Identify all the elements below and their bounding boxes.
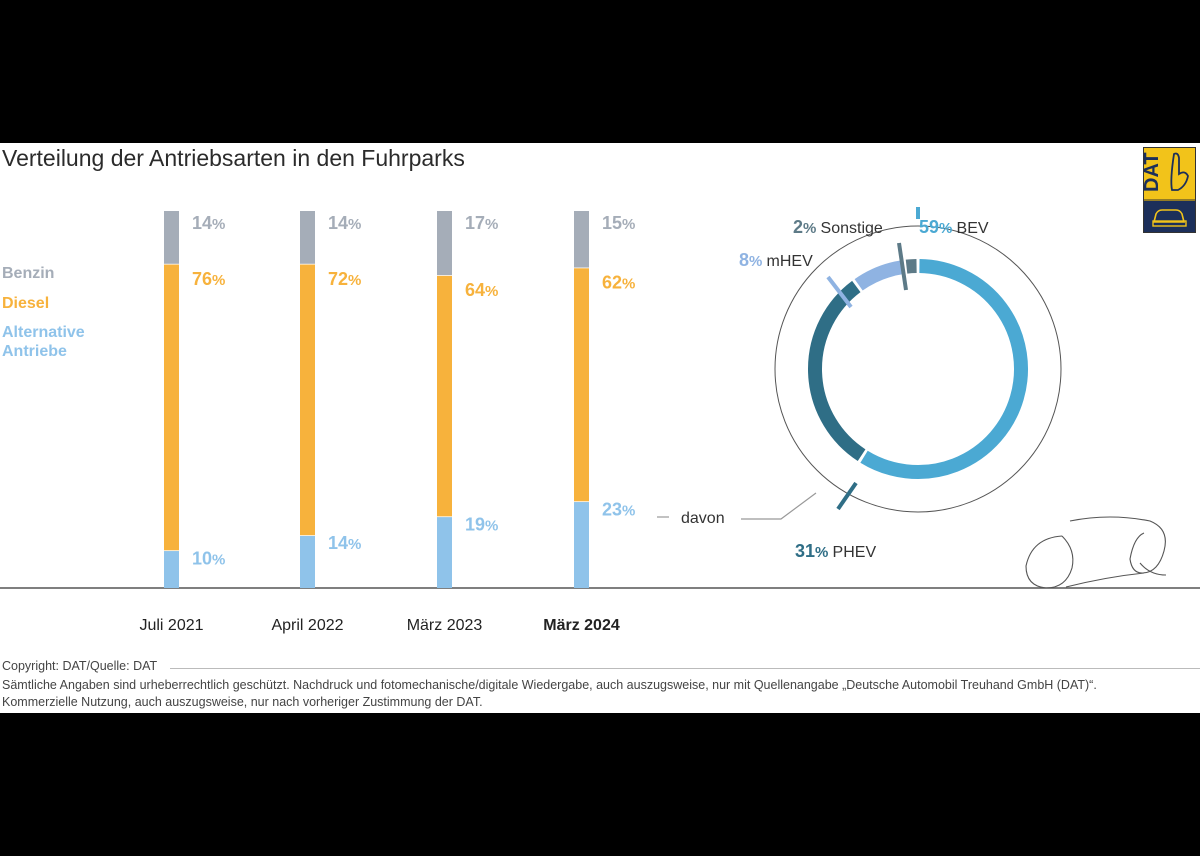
disclaimer-line-2: Kommerzielle Nutzung, auch auszugsweise,… xyxy=(2,695,483,709)
chart-panel: Verteilung der Antriebsarten in den Fuhr… xyxy=(0,143,1200,713)
category-label-2: März 2023 xyxy=(407,617,483,634)
bar-value-label-benzin-1: 14% xyxy=(328,213,361,233)
category-label-0: Juli 2021 xyxy=(139,617,203,634)
bar-value-label-benzin-3: 15% xyxy=(602,213,635,233)
bar-value-label-alternative-antriebe-0: 10% xyxy=(192,548,225,568)
category-label-1: April 2022 xyxy=(271,617,343,634)
donut-label-sonstige: 2% Sonstige xyxy=(793,217,883,237)
legend-diesel: Diesel xyxy=(2,295,50,312)
donut-outer-ring xyxy=(774,225,1062,513)
bar-segment-benzin-1 xyxy=(300,211,315,264)
copyright: Copyright: DAT/Quelle: DAT xyxy=(2,659,158,673)
bar-segment-diesel-3 xyxy=(574,267,589,502)
donut-leader-phev xyxy=(836,481,858,511)
bar-segment-diesel-0 xyxy=(164,263,179,551)
donut-slice-phev xyxy=(808,280,866,462)
bar-value-label-alternative-antriebe-2: 19% xyxy=(465,514,498,534)
bar-value-label-alternative-antriebe-3: 23% xyxy=(602,499,635,519)
davon-connector xyxy=(741,492,817,520)
bar-segment-alternative-antriebe-1 xyxy=(300,535,315,588)
donut-leader-sonstige xyxy=(897,242,908,291)
bar-value-label-benzin-2: 17% xyxy=(465,213,498,233)
donut-slice-mhev xyxy=(854,260,905,291)
legend-alternative: Alternative Antriebe xyxy=(2,324,85,360)
donut-leader-mhev xyxy=(826,275,853,309)
bar-value-label-alternative-antriebe-1: 14% xyxy=(328,533,361,553)
chart-title: Verteilung der Antriebsarten in den Fuhr… xyxy=(2,145,465,171)
footer-divider xyxy=(170,668,1200,669)
bar-value-label-diesel-2: 64% xyxy=(465,280,498,300)
bar-segment-diesel-2 xyxy=(437,275,452,517)
bar-segment-diesel-1 xyxy=(300,263,315,536)
chart-svg: 10% 76% 14% Juli 2021 14% 72% 14% April 2022 19%… xyxy=(0,207,1200,634)
donut-slice-sonstige xyxy=(905,259,917,274)
donut-label-bev: 59% BEV xyxy=(919,217,989,237)
donut-slice-bev xyxy=(860,259,1028,479)
bar-segment-benzin-3 xyxy=(574,211,589,268)
car-outline-icon xyxy=(1025,516,1167,589)
dat-logo: DAT xyxy=(1141,147,1196,233)
bar-value-label-diesel-0: 76% xyxy=(192,269,225,289)
bar-segment-alternative-antriebe-0 xyxy=(164,550,179,588)
bar-segment-alternative-antriebe-2 xyxy=(437,516,452,588)
davon-label: davon xyxy=(681,510,725,527)
bar-value-label-diesel-1: 72% xyxy=(328,269,361,289)
donut-label-phev: 31% PHEV xyxy=(795,541,876,561)
bar-segment-benzin-2 xyxy=(437,211,452,276)
bar-value-label-benzin-0: 14% xyxy=(192,213,225,233)
bar-segment-alternative-antriebe-3 xyxy=(574,501,589,588)
bar-value-label-diesel-3: 62% xyxy=(602,273,635,293)
legend-benzin: Benzin xyxy=(2,265,55,282)
category-label-3: März 2024 xyxy=(543,617,620,634)
logo-text: DAT xyxy=(1144,152,1163,192)
disclaimer-line-1: Sämtliche Angaben sind urheberrechtlich … xyxy=(2,678,1097,692)
bar-segment-benzin-0 xyxy=(164,211,179,264)
donut-label-mhev: 8% mHEV xyxy=(739,250,813,270)
